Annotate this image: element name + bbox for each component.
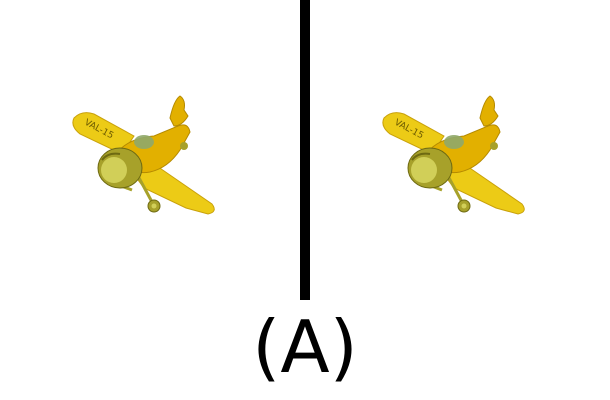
figure-caption: (A)	[252, 305, 358, 389]
right-image-panel: VAL-15	[372, 80, 542, 230]
yellow-toy-plane-icon: VAL-15	[72, 95, 215, 215]
center-divider	[300, 0, 310, 300]
left-image-panel: VAL-15	[62, 80, 232, 230]
yellow-toy-plane-icon: VAL-15	[382, 95, 525, 215]
